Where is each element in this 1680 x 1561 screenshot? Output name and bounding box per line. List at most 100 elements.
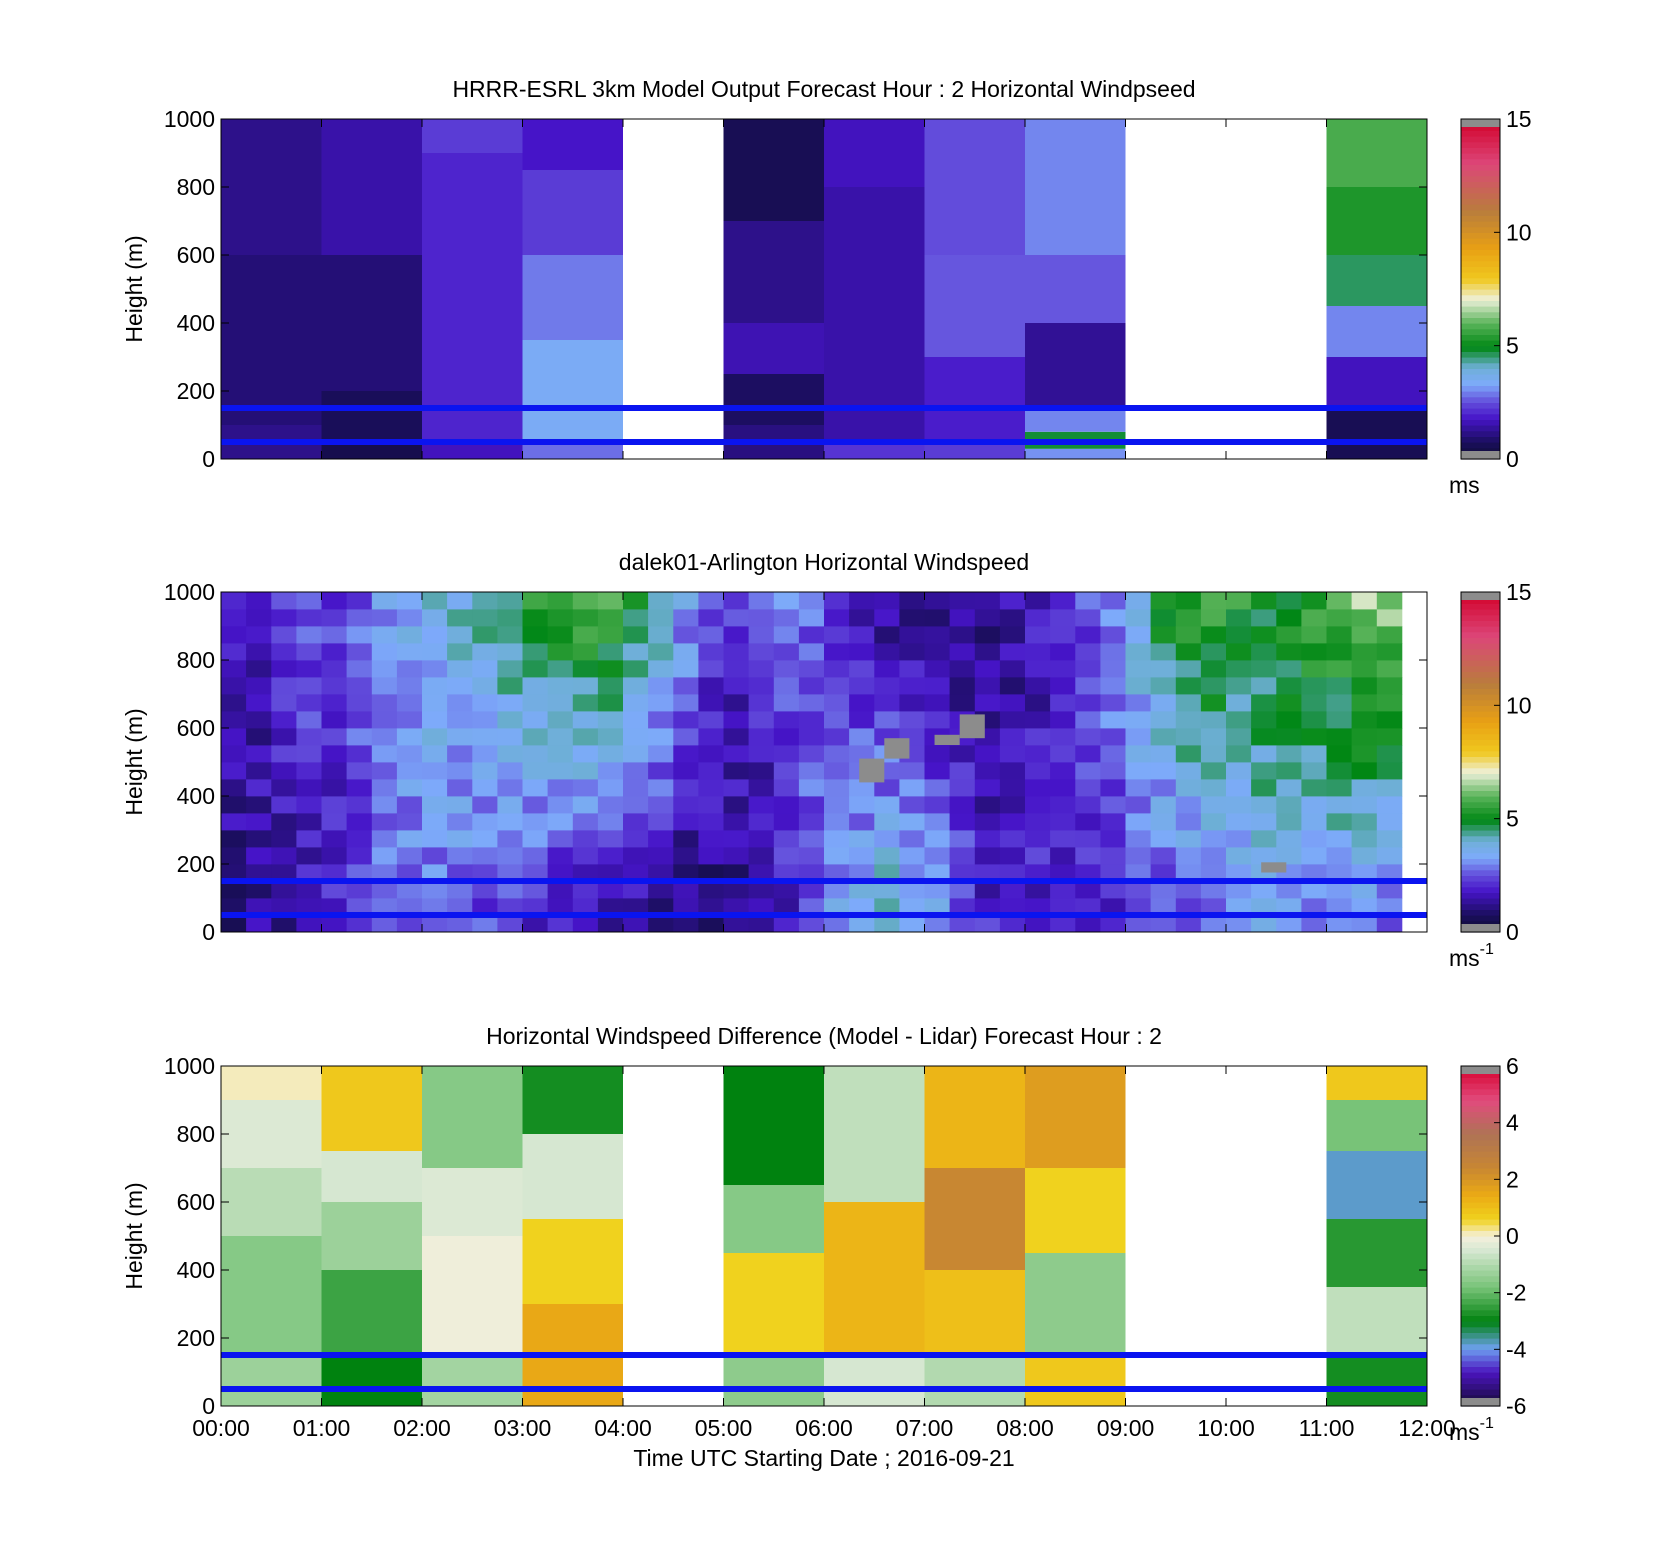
colorbar-segment <box>1461 408 1500 415</box>
heatmap-cell <box>1276 915 1302 933</box>
colorbar-segment <box>1461 1094 1500 1101</box>
heatmap-cell <box>572 728 599 746</box>
heatmap-cell <box>246 915 272 933</box>
heatmap-cell <box>924 592 950 610</box>
heatmap-cell <box>1351 677 1378 695</box>
heatmap-cell <box>824 187 925 442</box>
heatmap-cell <box>422 898 448 916</box>
heatmap-cell <box>371 609 398 627</box>
colorbar-segment <box>1461 1287 1500 1294</box>
heatmap-cell <box>849 847 875 865</box>
colorbar-segment <box>1461 643 1500 650</box>
heatmap-cell <box>321 728 347 746</box>
heatmap-cell <box>849 881 875 899</box>
heatmap-cell <box>572 592 599 610</box>
heatmap-cell <box>1226 796 1252 814</box>
colorbar-tick-label: 0 <box>1506 1223 1519 1249</box>
colorbar-segment <box>1461 1326 1500 1333</box>
heatmap-cell <box>1050 694 1076 712</box>
heatmap-cell <box>1226 864 1252 882</box>
heatmap-cell <box>623 677 649 695</box>
heatmap-cell <box>1150 898 1177 916</box>
heatmap-cell <box>221 1355 322 1406</box>
heatmap-cell <box>924 779 950 797</box>
heatmap-cell <box>597 609 624 627</box>
heatmap-cell <box>1200 592 1227 610</box>
missing-data-cell <box>959 714 985 739</box>
heatmap-cell <box>572 898 599 916</box>
heatmap-cell <box>271 779 297 797</box>
heatmap-cell <box>447 626 473 644</box>
heatmap-cell <box>949 881 976 899</box>
heatmap-cell <box>447 609 473 627</box>
heatmap-cell <box>572 762 599 780</box>
colorbar-segment <box>1461 238 1500 245</box>
colorbar-segment <box>1461 124 1500 131</box>
heatmap-cell <box>522 796 548 814</box>
heatmap-cell <box>472 830 498 848</box>
heatmap-cell <box>396 796 423 814</box>
colorbar-segment <box>1461 881 1500 888</box>
heatmap-cell <box>899 643 925 661</box>
heatmap-cell <box>321 694 347 712</box>
heatmap-cell <box>221 745 247 763</box>
heatmap-cell <box>748 609 775 627</box>
heatmap-cell <box>849 796 875 814</box>
heatmap-cell <box>798 762 825 780</box>
colorbar-segment <box>1461 739 1500 746</box>
heatmap-cell <box>949 745 976 763</box>
heatmap-cell <box>874 626 900 644</box>
heatmap-cell <box>472 864 498 882</box>
heatmap-cell <box>748 796 775 814</box>
heatmap-cell <box>698 745 724 763</box>
heatmap-cell <box>849 915 875 933</box>
colorbar-segment <box>1461 1162 1500 1169</box>
colorbar-segment <box>1461 909 1500 916</box>
heatmap-cell <box>522 119 623 170</box>
heatmap-cell <box>773 796 800 814</box>
heatmap-cell <box>824 694 850 712</box>
colorbar-segment <box>1461 1383 1500 1390</box>
heatmap-cell <box>522 728 548 746</box>
heatmap-cell <box>1100 915 1126 933</box>
heatmap-cell <box>246 660 272 678</box>
heatmap-cell <box>1376 592 1403 610</box>
colorbar-underflow <box>1461 1398 1500 1406</box>
heatmap-cell <box>1200 643 1227 661</box>
heatmap-cell <box>221 119 322 255</box>
heatmap-cell <box>371 847 398 865</box>
heatmap-cell <box>1226 779 1252 797</box>
heatmap-cell <box>497 881 523 899</box>
heatmap-cell <box>597 847 624 865</box>
heatmap-cell <box>874 592 900 610</box>
colorbar-segment <box>1461 1338 1500 1345</box>
heatmap-cell <box>547 711 574 729</box>
heatmap-cell <box>723 1066 824 1185</box>
heatmap-cell <box>899 660 925 678</box>
heatmap-cell <box>1326 626 1352 644</box>
heatmap-cell <box>1075 609 1101 627</box>
heatmap-cell <box>924 1066 1025 1168</box>
heatmap-cell <box>874 830 900 848</box>
heatmap-cell <box>1226 677 1252 695</box>
heatmap-cell <box>447 728 473 746</box>
heatmap-cell <box>723 119 824 221</box>
colorbar-tick-label: 6 <box>1506 1053 1519 1079</box>
heatmap-cell <box>1376 745 1403 763</box>
heatmap-cell <box>1025 626 1051 644</box>
heatmap-cell <box>1200 660 1227 678</box>
heatmap-cell <box>1326 357 1427 408</box>
colorbar-segment <box>1461 728 1500 735</box>
heatmap-cell <box>623 830 649 848</box>
heatmap-cell <box>1100 626 1126 644</box>
heatmap-cell <box>346 830 373 848</box>
colorbar-tick-label: -4 <box>1506 1336 1527 1362</box>
heatmap-cell <box>1100 728 1126 746</box>
colorbar-tick-label: 5 <box>1506 333 1519 359</box>
heatmap-cell <box>1326 306 1427 357</box>
heatmap-cell <box>1301 915 1327 933</box>
heatmap-cell <box>447 745 473 763</box>
heatmap-cell <box>1125 796 1151 814</box>
heatmap-cell <box>1351 728 1378 746</box>
heatmap-cell <box>824 728 850 746</box>
